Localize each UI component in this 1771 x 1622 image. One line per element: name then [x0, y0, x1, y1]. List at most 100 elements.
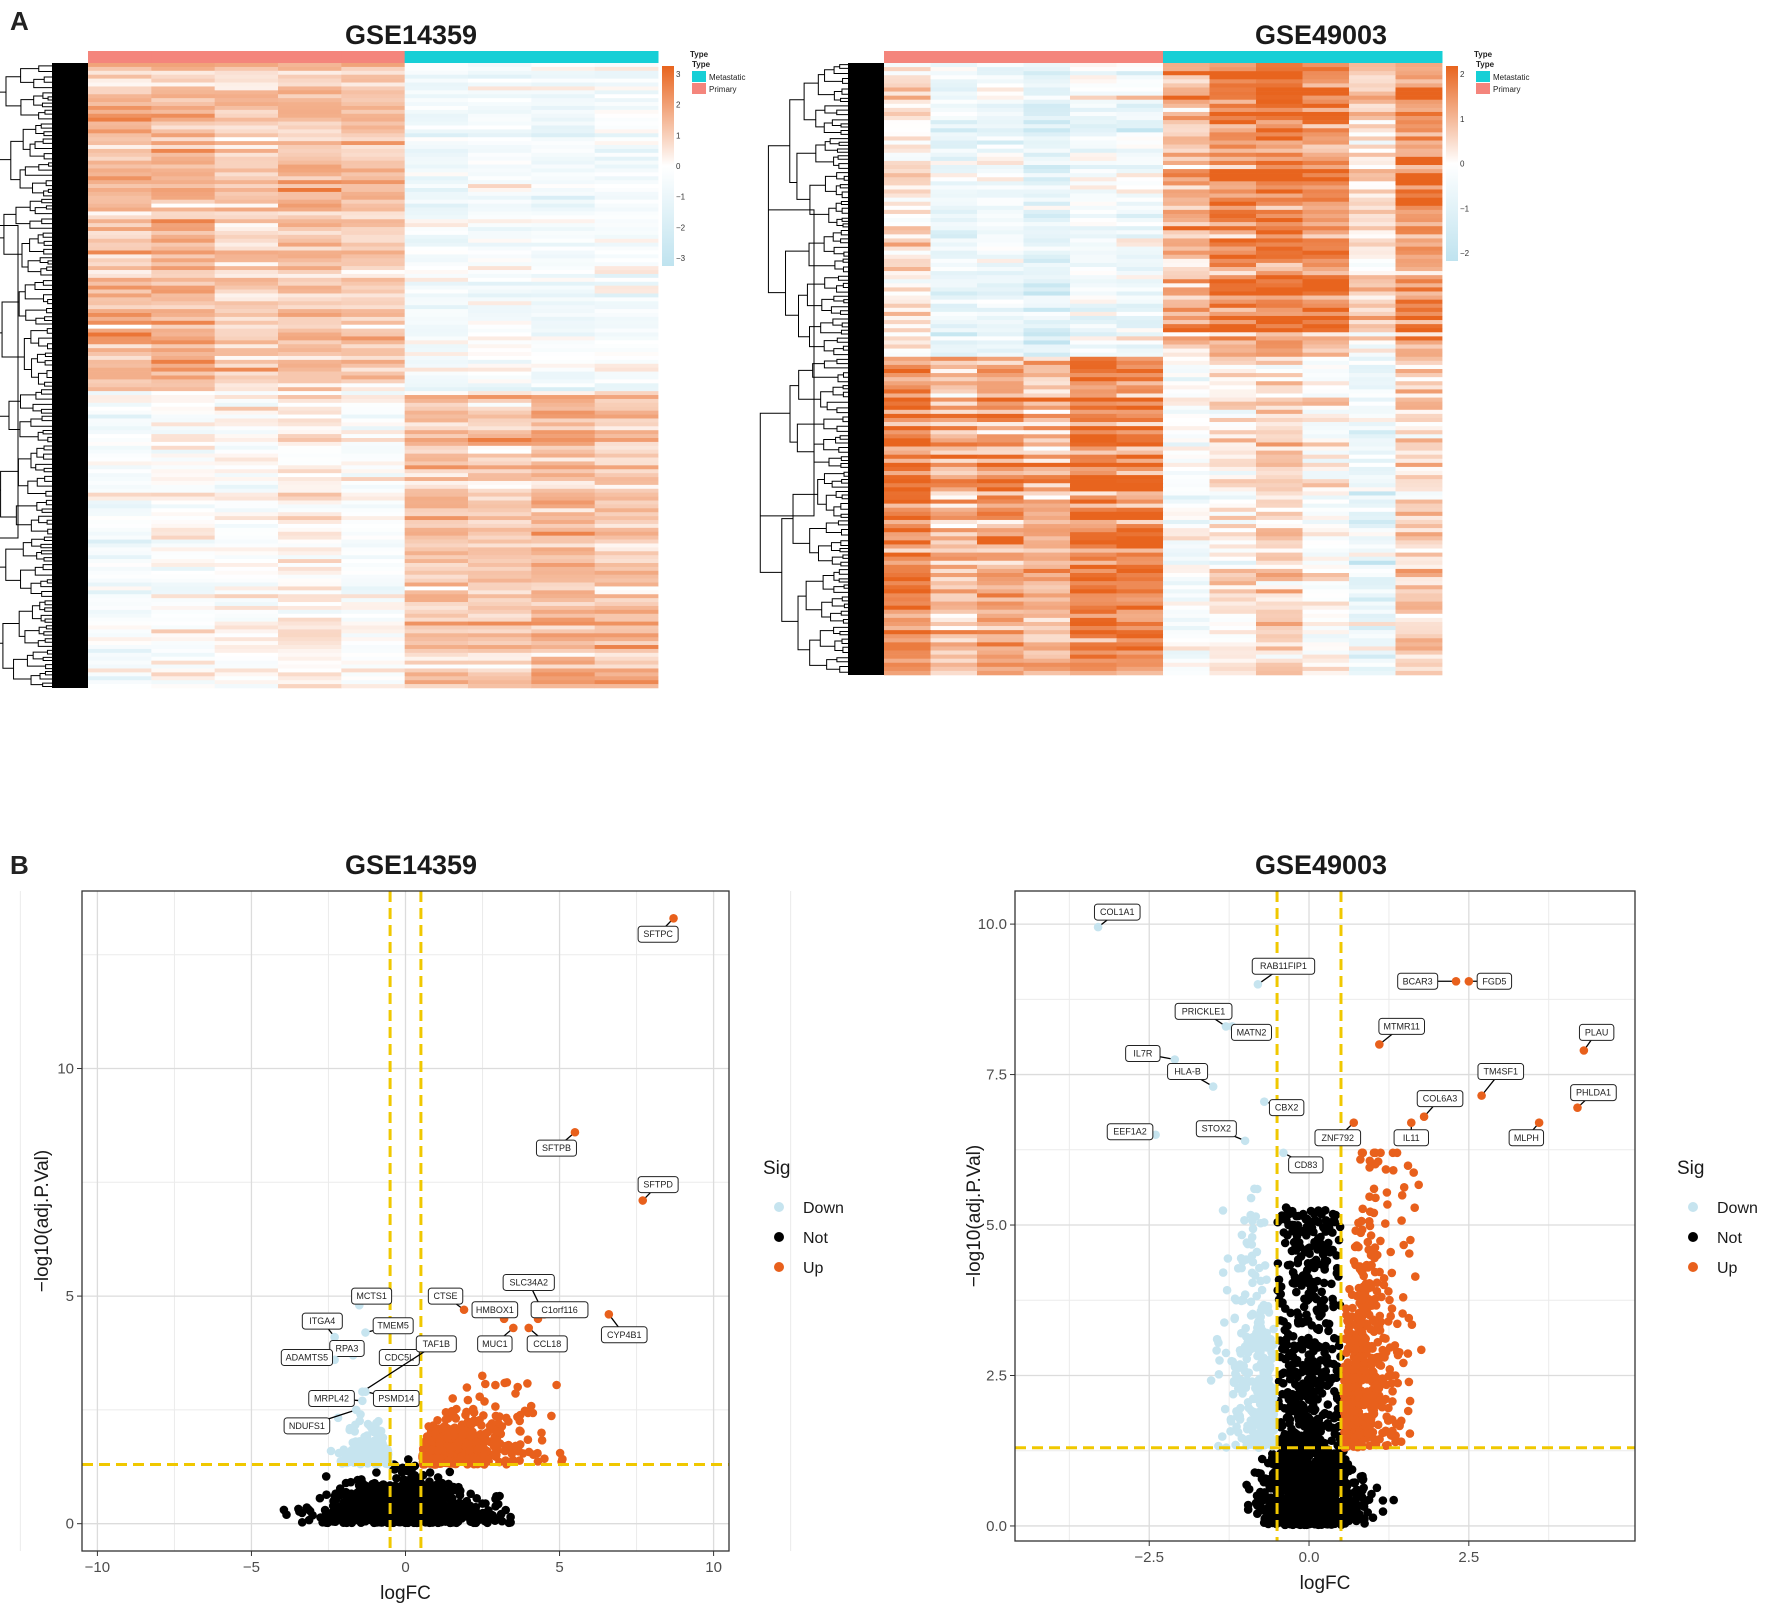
heatmap-cell	[594, 195, 659, 201]
heatmap-cell	[1070, 173, 1117, 178]
heatmap-cell	[1302, 63, 1350, 68]
volcano-2-title: GSE49003	[1254, 850, 1388, 880]
dendrogram-branch	[24, 166, 52, 176]
heatmap-cell	[977, 650, 1024, 655]
heatmap-cell	[1023, 540, 1071, 545]
heatmap-cell	[977, 315, 1024, 321]
heatmap-cell	[214, 254, 279, 259]
heatmap-cell	[1209, 291, 1257, 296]
heatmap-cell	[930, 397, 978, 402]
heatmap-cell	[1302, 238, 1350, 243]
heatmap-cell	[151, 676, 216, 681]
heatmap-cell	[977, 568, 1024, 574]
heatmap-cell	[214, 555, 279, 560]
heatmap-cell	[531, 289, 596, 294]
point-up	[494, 1427, 504, 1437]
heatmap-cell	[1349, 401, 1396, 407]
dendrogram-branch	[13, 658, 32, 680]
heatmap-cell	[341, 156, 406, 161]
dendrogram-branch	[43, 294, 52, 303]
heatmap-cell	[930, 413, 978, 419]
heatmap-cell	[278, 410, 342, 415]
point-not	[279, 1505, 289, 1515]
heatmap-cell	[1209, 205, 1257, 211]
heatmap-cell	[88, 313, 152, 318]
heatmap-cell	[88, 234, 152, 240]
heatmap-cell	[531, 680, 596, 685]
heatmap-cell	[278, 203, 342, 208]
heatmap-cell	[1116, 189, 1164, 194]
heatmap-cell	[214, 676, 279, 681]
heatmap-cell	[594, 676, 659, 681]
heatmap-cell	[1023, 524, 1071, 529]
point-up	[441, 1415, 451, 1424]
annotation-cell	[1209, 51, 1257, 63]
heatmap-cell	[88, 379, 152, 384]
heatmap-cell	[151, 297, 216, 302]
type-legend-label: Metastatic	[1493, 73, 1529, 82]
color-scale-tick: 3	[676, 70, 681, 79]
heatmap-cell	[531, 609, 596, 615]
heatmap-cell	[1302, 646, 1350, 651]
heatmap-cell	[930, 201, 978, 207]
heatmap-cell	[1116, 405, 1164, 411]
heatmap-cell	[404, 551, 469, 556]
heatmap-cell	[1395, 132, 1443, 137]
heatmap-cell	[1349, 173, 1396, 178]
heatmap-cell	[468, 641, 532, 646]
heatmap-cell	[1395, 626, 1443, 631]
heatmap-cell	[1116, 573, 1164, 578]
heatmap-cell	[341, 355, 406, 361]
heatmap-cell	[404, 605, 469, 611]
heatmap-cell	[594, 383, 659, 388]
heatmap-cell	[1302, 79, 1350, 84]
dendrogram-branch	[820, 322, 842, 334]
dendrogram-branch	[832, 386, 844, 396]
heatmap-cell	[1395, 564, 1443, 570]
dendrogram-branch	[44, 360, 52, 366]
heatmap-cell	[977, 511, 1024, 517]
heatmap-cell	[468, 637, 532, 642]
heatmap-cell	[594, 613, 659, 618]
dendrogram-branch	[822, 575, 834, 590]
heatmap-cell	[1349, 324, 1396, 329]
heatmap-cell	[1116, 352, 1164, 358]
dendrogram-branch	[1, 301, 25, 358]
heatmap-cell	[1116, 79, 1164, 84]
heatmap-cell	[468, 207, 532, 212]
heatmap-cell	[1349, 564, 1396, 570]
heatmap-cell	[977, 95, 1024, 101]
heatmap-cell	[594, 102, 659, 107]
heatmap-cell	[1349, 475, 1396, 480]
heatmap-cell	[151, 684, 216, 689]
heatmap-cell	[1023, 422, 1071, 427]
heatmap-cell	[930, 132, 978, 137]
heatmap-cell	[1349, 246, 1396, 251]
heatmap-cell	[278, 648, 342, 654]
heatmap-cell	[214, 277, 279, 283]
heatmap-cell	[884, 116, 931, 121]
heatmap-cell	[594, 570, 659, 576]
heatmap-cell	[1023, 173, 1071, 178]
heatmap-cell	[1163, 348, 1210, 353]
dendrogram-branch	[836, 358, 848, 365]
heatmap-cell	[884, 205, 931, 211]
heatmap-cell	[1302, 638, 1350, 643]
heatmap-cell	[1349, 120, 1396, 125]
heatmap-cell	[977, 360, 1024, 366]
heatmap-cell	[341, 633, 406, 638]
heatmap-cell	[1070, 430, 1117, 435]
heatmap-cell	[88, 78, 152, 83]
heatmap-cell	[278, 672, 342, 677]
heatmap-cell	[404, 441, 469, 447]
heatmap-cell	[151, 160, 216, 165]
heatmap-cell	[1163, 262, 1210, 268]
heatmap-cell	[88, 63, 152, 68]
heatmap-cell	[88, 559, 152, 564]
heatmap-cell	[930, 589, 978, 594]
heatmap-cell	[531, 625, 596, 630]
heatmap-cell	[1349, 613, 1396, 619]
heatmap-cell	[930, 152, 978, 158]
point-up	[448, 1424, 458, 1434]
heatmap-cell	[594, 602, 659, 607]
